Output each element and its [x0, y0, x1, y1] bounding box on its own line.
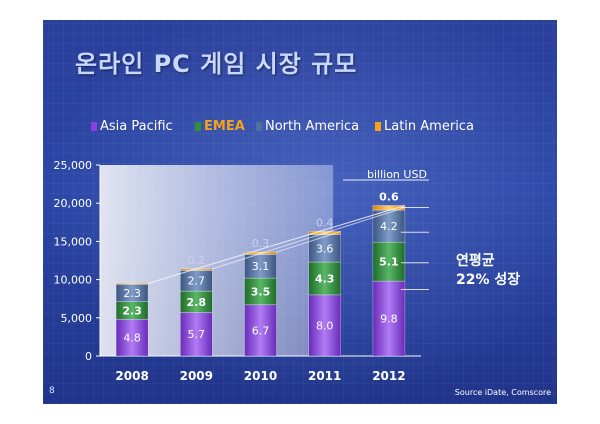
x-tick-label: 2012: [372, 369, 405, 383]
data-label: 0.6: [379, 190, 399, 203]
data-label: 4.2: [380, 220, 398, 233]
data-label: 9.8: [380, 313, 398, 326]
legend-swatch-asia-pacific: [91, 122, 97, 131]
unit-label: billion USD: [367, 168, 427, 181]
data-label: 2.8: [187, 296, 207, 309]
x-tick-label: 2011: [308, 369, 341, 383]
y-tick-label: 25,000: [54, 159, 93, 172]
legend-label: Asia Pacific: [100, 119, 173, 134]
trend-line: [147, 205, 406, 284]
data-label: 6.7: [252, 324, 270, 337]
data-label: 2.3: [123, 287, 141, 300]
legend-swatch-emea: [195, 122, 201, 131]
legend-item-asia-pacific: Asia Pacific: [91, 119, 173, 134]
x-tick-label: 2009: [180, 369, 213, 383]
legend-item-emea: EMEA: [195, 119, 245, 134]
data-label: 4.3: [315, 272, 335, 285]
bar-segment-latin-america: [115, 283, 149, 285]
bar-segment-asia-pacific: [115, 319, 149, 357]
data-label: 3.6: [316, 242, 334, 255]
y-tick-label: 10,000: [54, 274, 93, 287]
data-label: 4.8: [123, 332, 141, 345]
growth-label: 연평균: [456, 253, 495, 269]
legend-item-north-america: North America: [256, 119, 359, 134]
data-label: 5.7: [188, 328, 206, 341]
y-tick-label: 20,000: [54, 197, 93, 210]
data-label: 0.1: [123, 268, 141, 281]
x-tick-label: 2008: [115, 369, 148, 383]
legend-label: EMEA: [204, 119, 245, 134]
data-label: 8.0: [316, 319, 334, 332]
data-label: 0.2: [188, 254, 206, 267]
growth-annotation: 연평균 22% 성장: [456, 252, 520, 290]
bar-segment-asia-pacific: [180, 312, 213, 357]
trend-line: [212, 207, 406, 270]
bar-segment-asia-pacific: [308, 294, 341, 357]
page-title: 온라인 PC 게임 시장 규모: [75, 50, 358, 78]
slide: 온라인 PC 게임 시장 규모 Asia Pacific EMEA North …: [43, 20, 557, 404]
x-tick-label: 2010: [244, 369, 277, 383]
bar-segment-asia-pacific: [372, 280, 406, 357]
page-number: 8: [49, 386, 55, 396]
trend-line: [276, 230, 341, 253]
y-tick-label: 15,000: [54, 235, 93, 248]
legend-swatch-latin-america: [375, 122, 381, 131]
data-label: 3.1: [252, 260, 270, 273]
legend-item-latin-america: Latin America: [375, 119, 474, 134]
y-tick-label: 0: [85, 350, 92, 363]
bar-segment-emea: [308, 261, 341, 296]
bar-segment-asia-pacific: [244, 304, 277, 357]
data-label: 0.3: [252, 237, 270, 250]
data-label: 3.5: [251, 285, 271, 298]
data-label: 2.7: [188, 275, 206, 288]
data-label: 0.4: [316, 216, 334, 229]
bar-segment-emea: [244, 277, 277, 306]
legend-swatch-north-america: [256, 122, 262, 131]
y-tick-label: 5,000: [61, 312, 93, 325]
source-note: Source iDate, Comscore: [454, 388, 551, 397]
stacked-bar-chart: 0 5,000 10,000 15,000 20,000 25,000 4.8 2.3 2.3 0…: [54, 159, 429, 383]
growth-rate: 22% 성장: [456, 272, 521, 288]
bar-segment-north-america: [372, 209, 406, 243]
data-label: 5.1: [379, 256, 399, 269]
legend-label: North America: [265, 119, 360, 134]
legend-label: Latin America: [384, 119, 474, 134]
bar-segment-emea: [372, 241, 406, 282]
data-label: 2.3: [122, 305, 142, 318]
